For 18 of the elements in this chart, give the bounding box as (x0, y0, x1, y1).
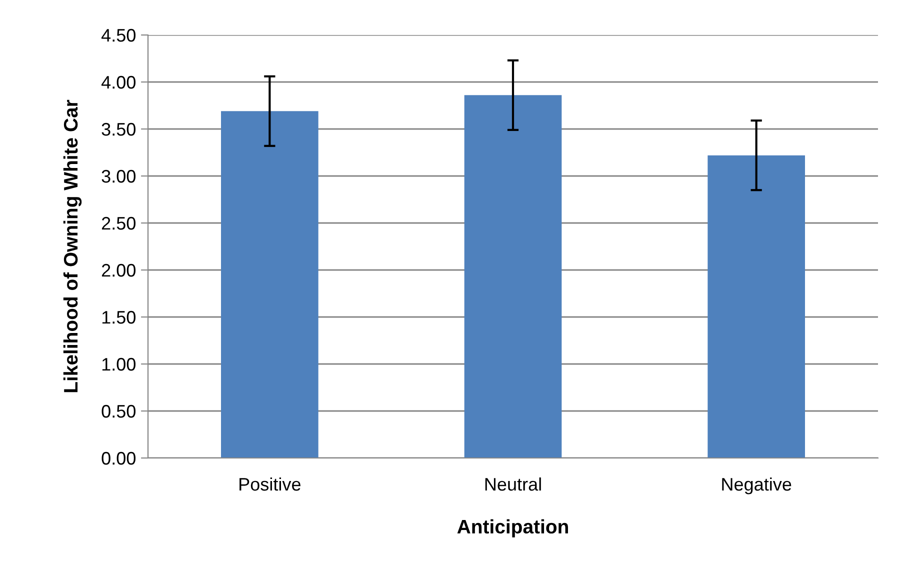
x-tick-label: Positive (240, 477, 300, 491)
y-tick-label: 0.00 (102, 452, 136, 465)
bar (221, 111, 318, 458)
y-tick-label: 1.50 (102, 310, 136, 324)
y-tick-label: 1.00 (102, 358, 136, 371)
y-tick-label: 3.00 (102, 170, 136, 183)
y-tick-label: 0.50 (102, 404, 136, 418)
bar (708, 155, 805, 458)
y-tick-label: 2.50 (102, 216, 136, 230)
y-tick-label: 2.00 (102, 264, 136, 277)
y-tick-label: 3.50 (102, 122, 136, 136)
x-tick-label: Neutral (485, 477, 541, 491)
bar (464, 95, 562, 458)
y-axis-title: Likelihood of Owning White Car (63, 100, 82, 392)
x-tick-label: Negative (722, 477, 792, 494)
y-tick-label: 4.50 (101, 28, 136, 42)
y-tick-label: 4.00 (101, 76, 136, 89)
x-axis-title: Anticipation (457, 519, 568, 538)
